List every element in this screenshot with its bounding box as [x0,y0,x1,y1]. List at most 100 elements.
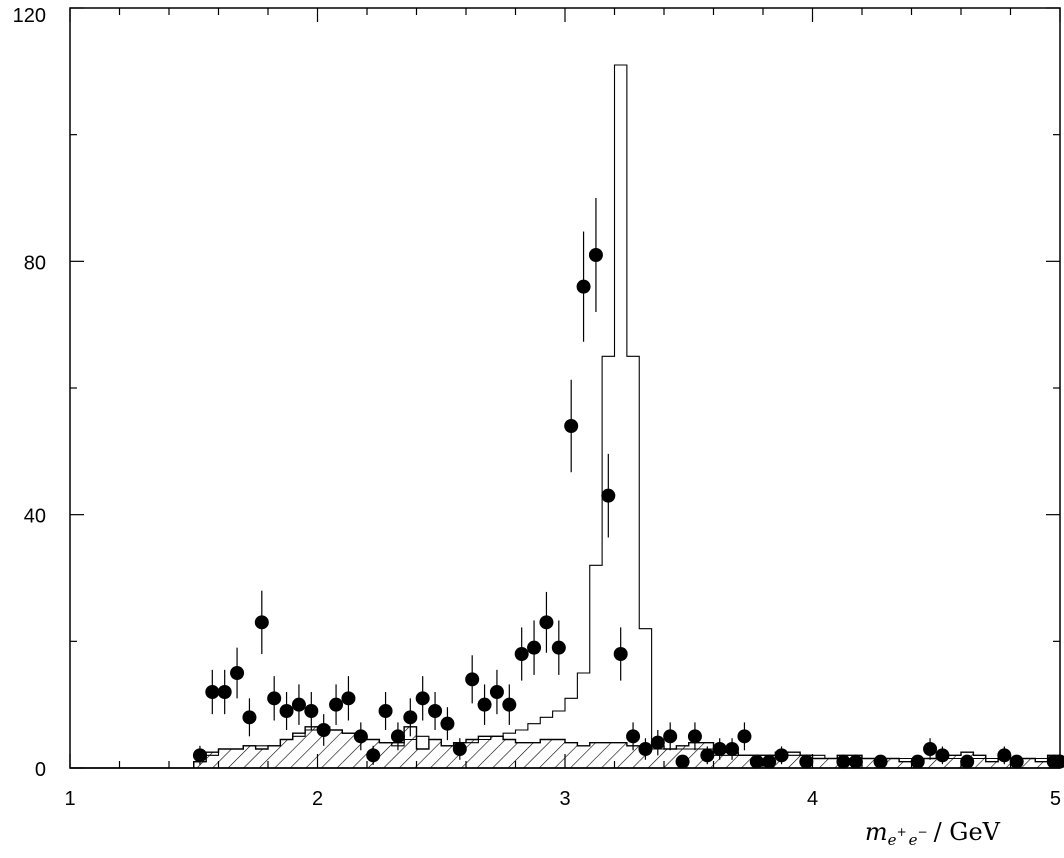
hatched-bin [428,739,442,768]
x-axis-sup1: + [897,825,907,839]
plot-area [70,64,1064,769]
data-point [725,742,740,756]
data-point [267,691,282,706]
data-point [836,754,851,769]
hatched-bin [441,745,454,768]
data-point [465,672,480,687]
data-point [279,704,294,718]
x-tick-label: 5 [1050,788,1061,810]
hatched-bin [466,739,479,768]
x-axis-title: me+ e− / GeV [865,818,1001,849]
data-point [192,748,207,763]
data-point [205,685,220,699]
data-point [230,666,245,680]
data-point [923,742,938,756]
tick-labels: 1 2 3 4 5 0 40 80 120 [13,5,1061,810]
data-point [687,729,702,744]
data-point [663,729,678,744]
hatched-bin [404,726,417,768]
data-point [873,754,888,769]
hatched-bin [416,749,429,768]
data-point [762,754,777,769]
hatched-bin [255,749,268,768]
hatched-bin [886,758,900,768]
hatched-bin [614,742,627,768]
hatched-bin [626,745,640,768]
hatched-bin [565,742,578,768]
hatched-bin [243,745,256,768]
data-point [514,647,529,661]
x-axis-sub: e [888,831,897,849]
data-point [242,710,257,725]
hatched-bin [1035,761,1048,768]
hatched-bin [478,736,491,768]
data-point [997,748,1012,763]
data-point [588,248,603,262]
plot-frame [69,7,1061,769]
hatched-bin [862,758,875,768]
data-point [712,742,727,756]
data-point [477,697,492,712]
data-point [341,691,356,706]
data-point [254,615,269,630]
hatched-bin [305,726,318,768]
hatched-bin [738,755,751,768]
data-point [564,419,579,433]
hatched-bin [206,752,219,768]
data-point [576,279,591,294]
data-point [329,697,344,712]
x-axis-unit: / GeV [934,818,1001,846]
hatched-bin [280,739,293,768]
y-tick-label: 80 [24,252,46,274]
step-histogram [193,64,1060,768]
data-point [1009,754,1024,769]
data-point [675,754,690,769]
hatched-bin [329,730,343,768]
data-point [489,685,504,699]
data-point [613,647,628,661]
hatched-bin [948,755,961,768]
data-point [799,754,814,769]
hatched-bin [317,730,330,768]
hatched-bin [824,758,838,768]
hatched-bin [589,742,603,768]
data-point [774,748,789,763]
hatched-bin [1022,758,1036,768]
hatched-bin [342,733,355,768]
hatched-bin [503,739,516,768]
hatched-bin [899,761,912,768]
hatched-bin [230,749,244,768]
data-point [749,754,764,769]
data-point [316,723,331,737]
data-point [452,742,467,756]
hatched-bin [540,739,553,768]
hatched-bin [664,749,677,768]
data-point [1053,754,1064,769]
hatched-bin [193,761,207,768]
hatched-bin [391,742,405,768]
data-point [539,615,554,630]
data-point [601,488,616,503]
data-point [502,697,517,712]
data-point [700,748,715,763]
data-point [304,704,319,718]
data-point [428,704,443,718]
hatched-bin [379,742,392,768]
hatched-bin [292,733,306,768]
x-axis-sup2: − [918,825,928,839]
y-tick-label: 40 [24,506,46,528]
hatched-bin [923,758,937,768]
data-point [910,754,925,769]
data-point [551,640,566,655]
hatched-bin [602,742,615,768]
data-point [403,710,418,725]
hatched-bin [973,755,986,768]
y-tick-label: 0 [35,759,46,781]
x-tick-label: 3 [559,788,570,810]
data-point [440,716,455,731]
hatched-bin [490,736,504,768]
x-axis-sub2: e [909,831,918,849]
data-point [415,691,430,706]
data-point [527,640,542,655]
